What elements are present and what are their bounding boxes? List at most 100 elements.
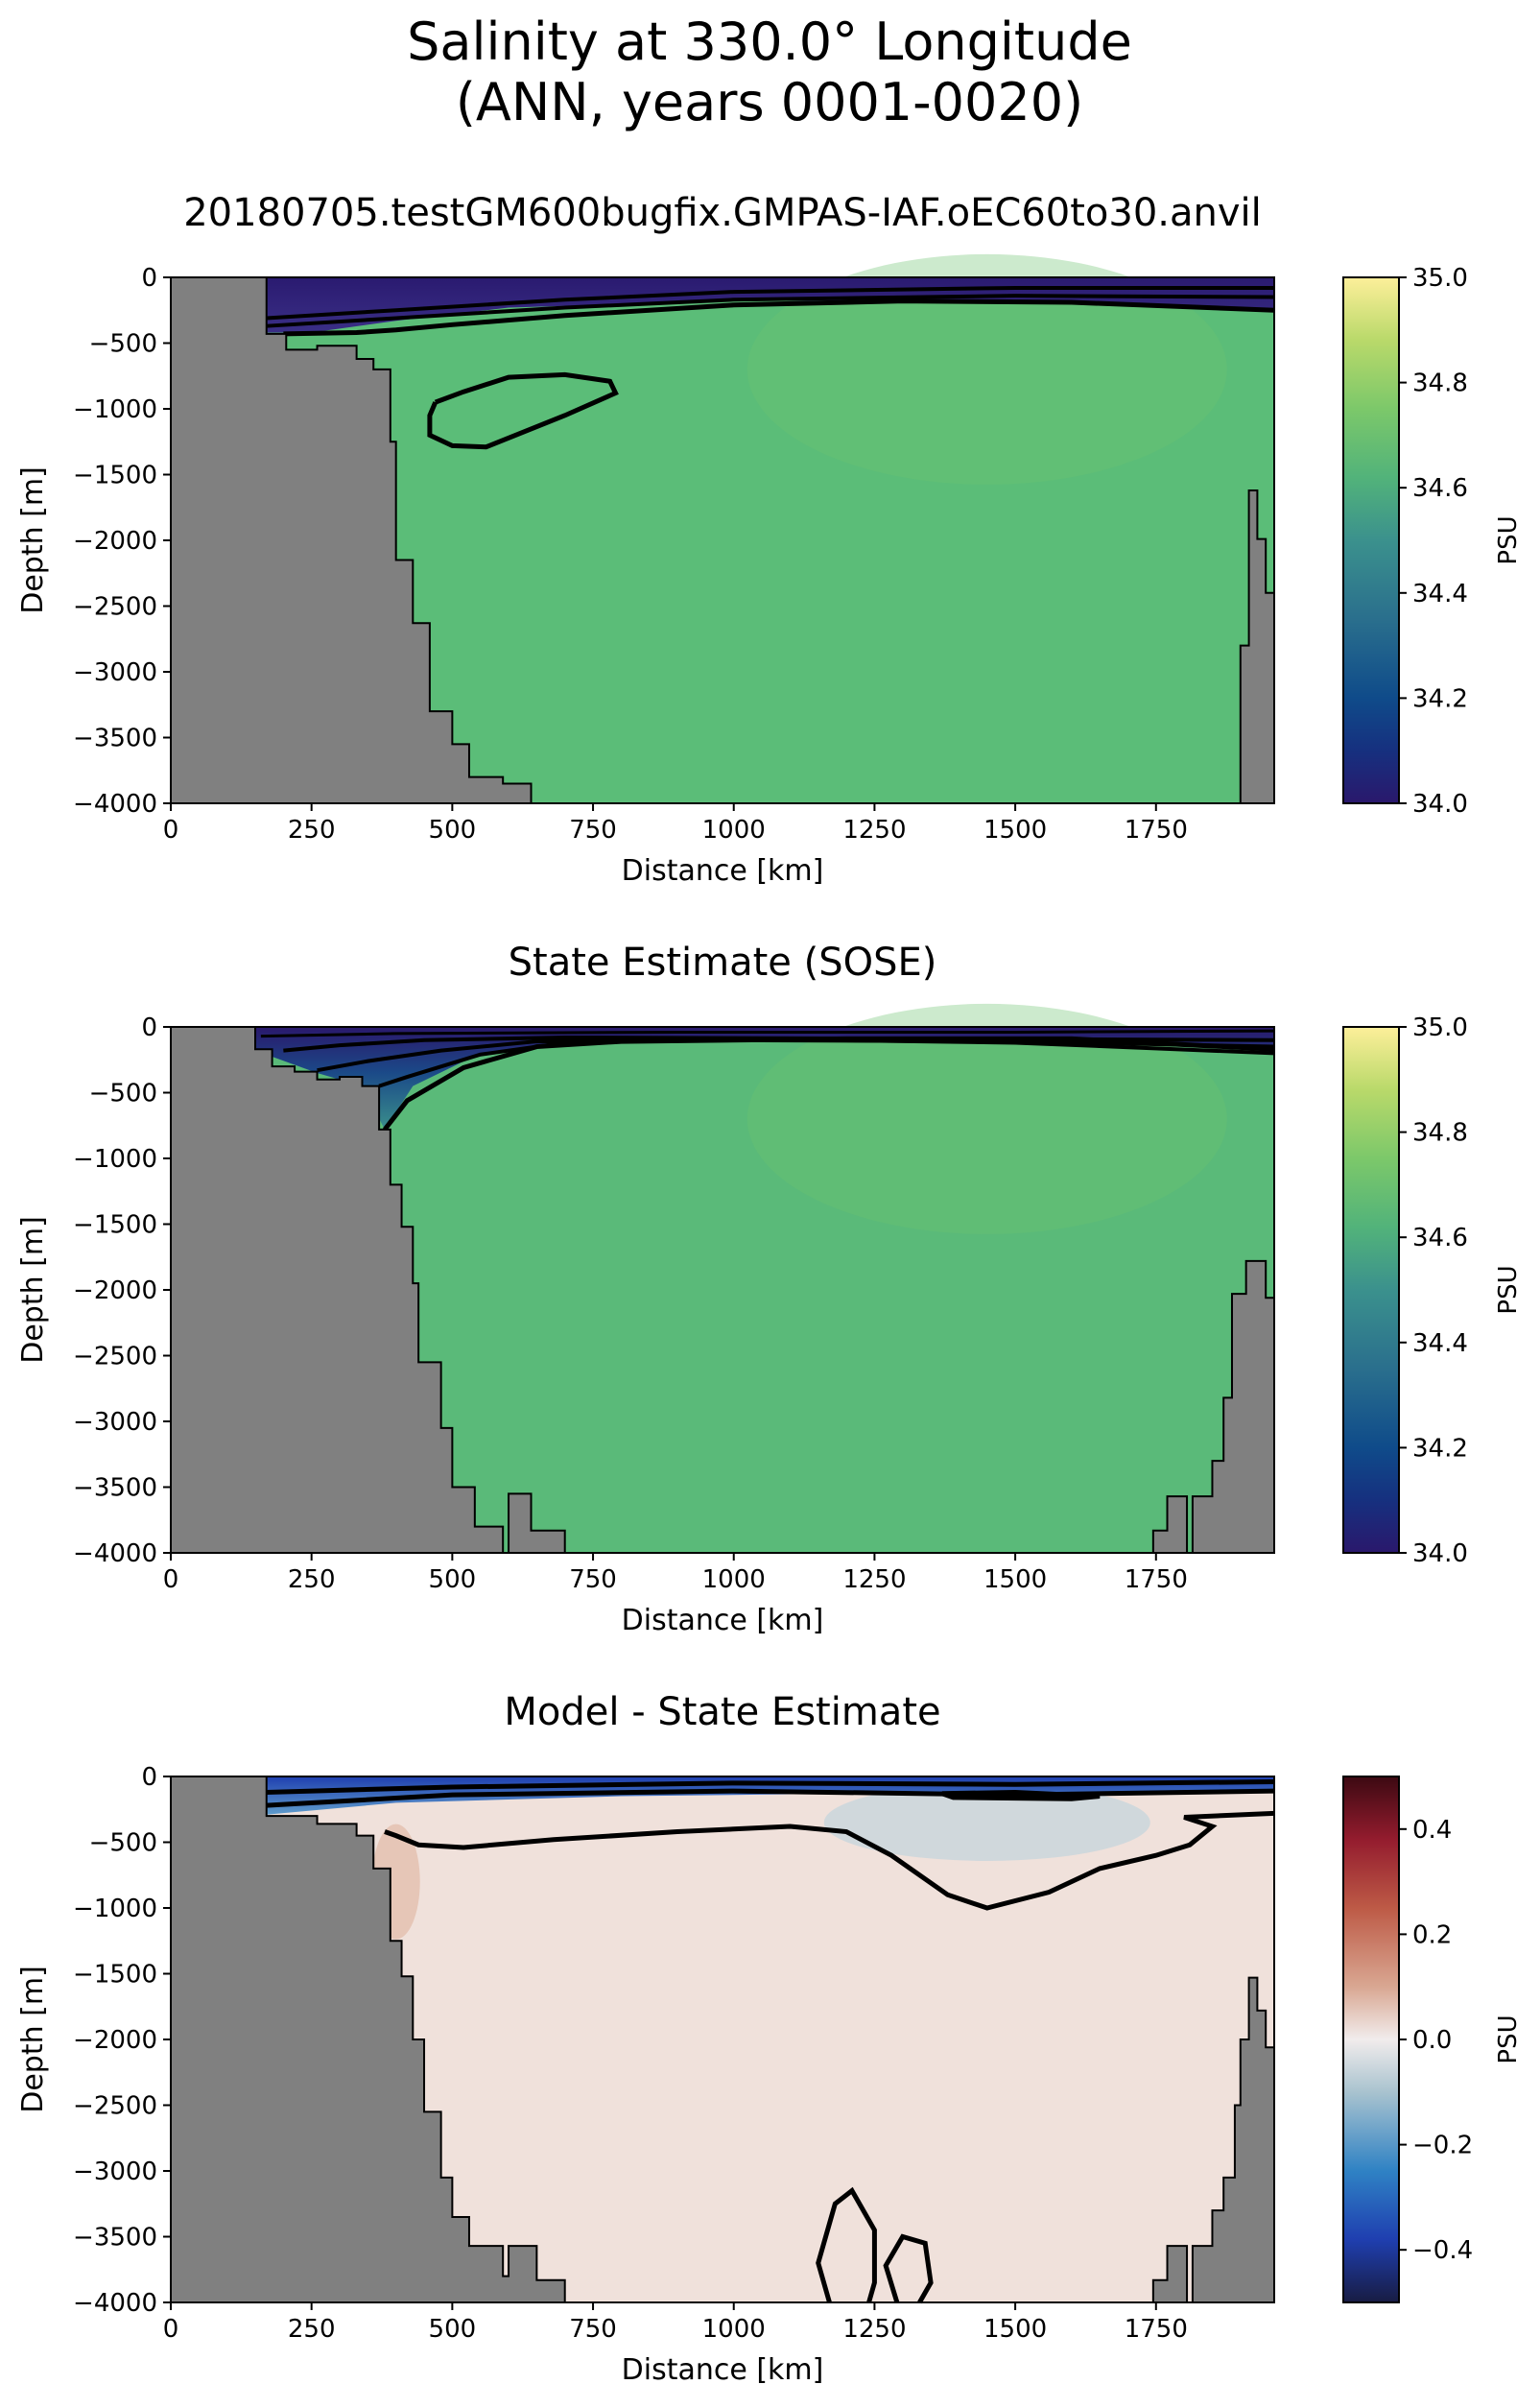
y-tick-label: −1500 (73, 1961, 157, 1990)
colorbar-tick-label: 34.4 (1412, 580, 1468, 608)
y-tick-label: 0 (141, 264, 157, 293)
contour-line (266, 1788, 1275, 1808)
x-axis-label: Distance [km] (622, 2353, 824, 2387)
y-tick-label: −500 (89, 330, 157, 359)
panel-2: State Estimate (SOSE) 0 250 500 750 1000 1250 1… (16, 941, 1523, 1637)
colorbar-tick-label: 34.8 (1412, 370, 1468, 398)
x-tick-label: 1000 (702, 2315, 766, 2344)
y-tick-label: −4000 (73, 1539, 157, 1568)
y-tick-label: −1500 (73, 1211, 157, 1240)
y-tick-label: −3000 (73, 1408, 157, 1437)
contour-loop (941, 1789, 1101, 1801)
bathymetry-left (170, 1776, 566, 2303)
colorbar-tick-label: 34.0 (1412, 790, 1468, 819)
contour-line (382, 1036, 1275, 1132)
y-tick-label: −1000 (73, 395, 157, 424)
x-tick-label: 1750 (1125, 816, 1188, 845)
x-tick-label: 1000 (702, 816, 766, 845)
x-tick-label: 750 (569, 1565, 617, 1594)
contour-line (266, 294, 1275, 328)
y-axis-label: Depth [m] (16, 466, 50, 614)
x-tick-label: 1500 (983, 2315, 1047, 2344)
colorbar-label: PSU (1494, 515, 1523, 564)
colorbar-frame (1342, 276, 1400, 804)
colorbar (1343, 1776, 1399, 2302)
x-tick-label: 750 (569, 2315, 617, 2344)
y-tick-label: −2000 (73, 527, 157, 556)
colorbar-tick-label: 34.6 (1412, 474, 1468, 503)
contour-line (260, 1029, 1275, 1038)
colorbar-tick-label: 35.0 (1412, 264, 1468, 293)
y-tick-label: −1000 (73, 1895, 157, 1923)
colorbar-label: PSU (1494, 2015, 1523, 2063)
y-axis-label: Depth [m] (16, 1966, 50, 2113)
y-tick-label: −2500 (73, 2092, 157, 2121)
contour-line (283, 298, 1275, 337)
colorbar-tick-label: 34.8 (1412, 1119, 1468, 1148)
colorbar-tick-label: −0.2 (1412, 2132, 1473, 2160)
colorbar-tick-label: 0.2 (1412, 1920, 1452, 1949)
x-tick-label: 750 (569, 816, 617, 845)
field-surface-layer (266, 277, 1275, 333)
contour-loop (816, 2186, 877, 2303)
y-tick-label: −3500 (73, 1474, 157, 1503)
y-tick-label: −1500 (73, 462, 157, 490)
y-tick-label: −3500 (73, 2224, 157, 2253)
bathymetry-right (1151, 1027, 1275, 1554)
figure-title-line2: (ANN, years 0001-0020) (456, 72, 1083, 132)
panel-title: State Estimate (SOSE) (509, 941, 937, 985)
x-tick-label: 0 (163, 1565, 179, 1594)
x-tick-label: 1750 (1125, 2315, 1188, 2344)
colorbar-tick-label: 34.2 (1412, 684, 1468, 713)
contour-line (384, 1810, 1275, 1911)
contour-line (266, 285, 1274, 321)
x-tick-label: 1250 (842, 1565, 906, 1594)
x-tick-label: 0 (163, 2315, 179, 2344)
y-tick-label: −500 (89, 1080, 157, 1109)
panel-title: 20180705.testGM600bugfix.GMPAS-IAF.oEC60… (183, 191, 1262, 235)
y-axis-label: Depth [m] (16, 1216, 50, 1364)
x-axis-label: Distance [km] (622, 854, 824, 888)
y-tick-label: 0 (141, 1013, 157, 1042)
y-tick-label: −4000 (73, 790, 157, 819)
colorbar-tick-label: 34.4 (1412, 1329, 1468, 1358)
x-tick-label: 1750 (1125, 1565, 1188, 1594)
colorbar-tick-label: 0.4 (1412, 1816, 1452, 1845)
x-tick-label: 250 (288, 816, 336, 845)
bathymetry-left (170, 1026, 566, 1554)
x-tick-label: 0 (163, 816, 179, 845)
x-tick-label: 500 (429, 1565, 477, 1594)
colorbar-label: PSU (1494, 1265, 1523, 1314)
y-tick-label: −3000 (73, 2158, 157, 2186)
colorbar-frame (1342, 1026, 1400, 1554)
y-tick-label: −2500 (73, 1343, 157, 1371)
colorbar (1343, 1027, 1399, 1553)
figure-title-line1: Salinity at 330.0° Longitude (407, 12, 1132, 72)
x-tick-label: 1000 (702, 1565, 766, 1594)
field-highlight (746, 1003, 1227, 1234)
y-tick-label: −2000 (73, 2026, 157, 2055)
colorbar-tick-label: −0.4 (1412, 2236, 1473, 2265)
panel-3: Model - State Estimate 0 250 500 750 1000 1250… (16, 1690, 1523, 2387)
contour-loop (883, 2233, 934, 2304)
x-tick-label: 500 (429, 816, 477, 845)
field-highlight (746, 253, 1227, 485)
bathymetry-right (1151, 1776, 1275, 2303)
panel-1: 20180705.testGM600bugfix.GMPAS-IAF.oEC60… (16, 191, 1523, 888)
panel-title: Model - State Estimate (504, 1690, 940, 1734)
bathymetry-left (170, 276, 533, 804)
x-tick-label: 1500 (983, 1565, 1047, 1594)
field-anomaly-negative (823, 1783, 1150, 1861)
colorbar-tick-label: 34.2 (1412, 1434, 1468, 1463)
y-tick-label: −3500 (73, 725, 157, 753)
colorbar (1343, 277, 1399, 803)
colorbar-tick-label: 0.0 (1412, 2026, 1452, 2055)
x-tick-label: 250 (288, 1565, 336, 1594)
y-tick-label: −3000 (73, 658, 157, 687)
y-tick-label: 0 (141, 1763, 157, 1792)
x-axis-label: Distance [km] (622, 1604, 824, 1637)
contour-line (266, 1778, 1275, 1795)
colorbar-tick-label: 34.0 (1412, 1539, 1468, 1568)
colorbar-tick-label: 34.6 (1412, 1224, 1468, 1252)
